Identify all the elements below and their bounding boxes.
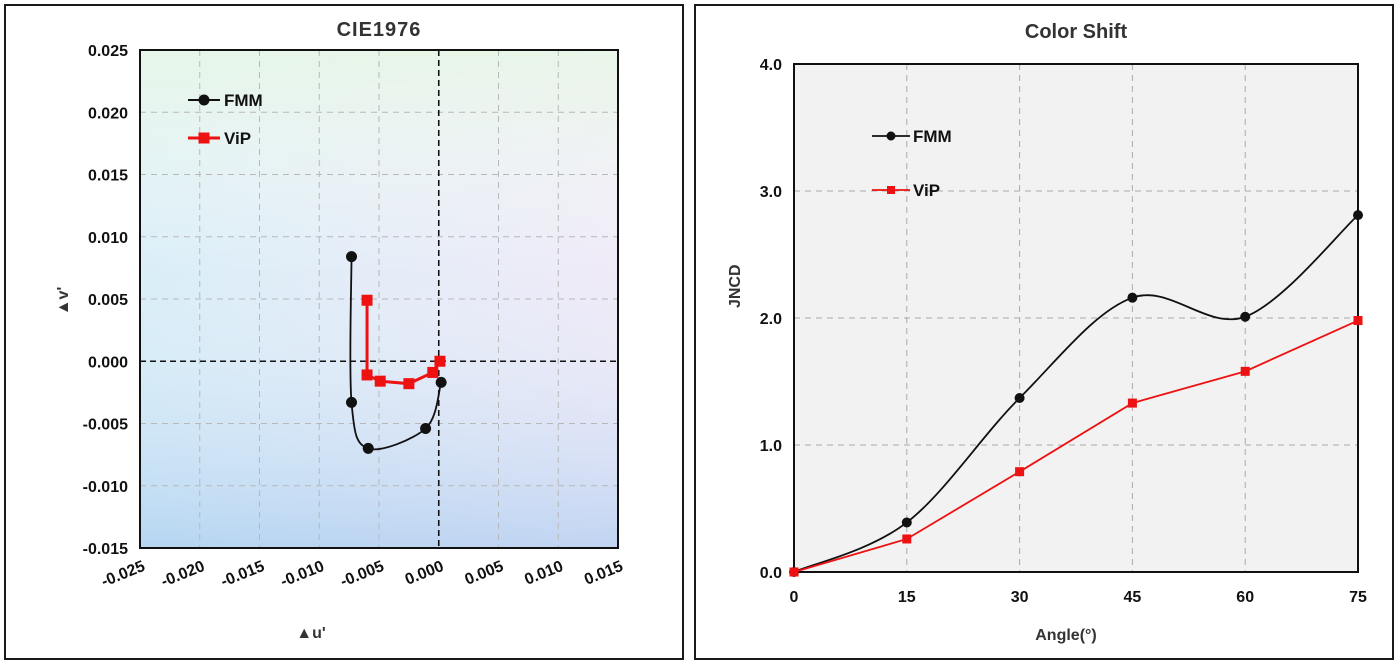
data-point: [374, 375, 386, 387]
data-point: [362, 442, 374, 454]
legend: FMM ViP: [872, 127, 952, 200]
data-point: [361, 369, 373, 381]
x-tick-label: 0.010: [522, 558, 566, 589]
y-tick-label: 0.000: [88, 354, 128, 371]
data-point: [420, 422, 432, 434]
data-point: [1014, 393, 1025, 404]
y-tick-label: -0.015: [83, 541, 128, 558]
x-tick-label: 0.005: [462, 558, 506, 589]
data-point: [346, 396, 358, 408]
legend-label: FMM: [224, 91, 263, 110]
legend-marker: [198, 94, 210, 106]
y-axis-label: ▲v': [55, 287, 72, 316]
series-line-fmm: [793, 214, 1359, 573]
data-point: [434, 355, 446, 367]
data-point: [361, 294, 373, 306]
y-tick-label: 0.0: [760, 565, 782, 582]
y-tick-label: 0.025: [88, 43, 128, 60]
y-tick-label: 0.015: [88, 168, 128, 185]
y-tick-label: 0.020: [88, 105, 128, 122]
series-vip: [789, 316, 1363, 577]
data-point: [901, 517, 912, 528]
data-point: [427, 366, 439, 378]
x-tick-label: 75: [1349, 589, 1367, 606]
data-point: [1240, 311, 1251, 322]
legend-label: ViP: [913, 181, 940, 200]
data-point: [1240, 366, 1250, 376]
color-shift-chart-panel: Color Shift 4.0 3.0 2.0 1.0 0.0 0 15 30 45 60 75 Ang…: [694, 4, 1394, 660]
x-tick-label: -0.005: [338, 558, 387, 591]
chart-title: Color Shift: [1025, 21, 1128, 43]
x-tick-label: 30: [1011, 589, 1029, 606]
data-point: [403, 378, 415, 390]
x-tick-label: 45: [1124, 589, 1142, 606]
data-point: [435, 376, 447, 388]
x-tick-label: -0.015: [219, 558, 268, 591]
plot-frame: [139, 49, 619, 549]
y-tick-label: 0.010: [88, 230, 128, 247]
x-tick-label: -0.025: [99, 558, 148, 591]
legend-marker: [887, 186, 895, 194]
y-tick-label: 3.0: [760, 184, 782, 201]
cie1976-chart: CIE1976 0.025 0.020 0.015 0.010 0.005 0.000 -0.…: [55, 19, 626, 642]
x-tick-label: -0.010: [278, 558, 327, 591]
y-tick-label: -0.010: [83, 479, 128, 496]
data-point: [1015, 467, 1025, 477]
x-axis-label: ▲u': [296, 625, 325, 642]
series-line-vip: [793, 319, 1359, 573]
data-point: [1127, 398, 1137, 408]
y-tick-label: 2.0: [760, 311, 782, 328]
x-axis-label: Angle(°): [1035, 627, 1097, 644]
legend-label: FMM: [913, 127, 952, 146]
series-vip: [361, 294, 446, 390]
x-tick-label: 60: [1236, 589, 1254, 606]
cie1976-chart-panel: CIE1976 0.025 0.020 0.015 0.010 0.005 0.000 -0.…: [4, 4, 684, 660]
plot-background: [794, 64, 1358, 572]
legend-label: ViP: [224, 129, 251, 148]
series-fmm: [789, 210, 1363, 577]
chart-title: CIE1976: [337, 19, 422, 41]
data-point: [902, 534, 912, 544]
y-axis-label: JNCD: [727, 264, 744, 308]
series-fmm: [346, 251, 447, 454]
x-tick-label: 0.000: [403, 558, 447, 589]
y-tick-label: 4.0: [760, 57, 782, 74]
y-tick-label: -0.005: [83, 417, 128, 434]
data-point: [1353, 316, 1363, 326]
legend-marker: [886, 131, 896, 141]
color-shift-chart: Color Shift 4.0 3.0 2.0 1.0 0.0 0 15 30 45 60 75 Ang…: [727, 21, 1367, 644]
data-point: [1353, 210, 1363, 221]
x-tick-label: 15: [898, 589, 916, 606]
x-tick-label: 0: [790, 589, 799, 606]
y-tick-label: 1.0: [760, 438, 782, 455]
data-point: [346, 251, 358, 263]
x-tick-label: 0.015: [582, 558, 626, 589]
data-point: [789, 567, 799, 577]
legend: FMM ViP: [188, 91, 263, 148]
legend-marker: [198, 132, 210, 144]
x-tick-label: -0.020: [159, 558, 208, 591]
data-point: [1127, 292, 1138, 303]
y-tick-label: 0.005: [88, 292, 128, 309]
